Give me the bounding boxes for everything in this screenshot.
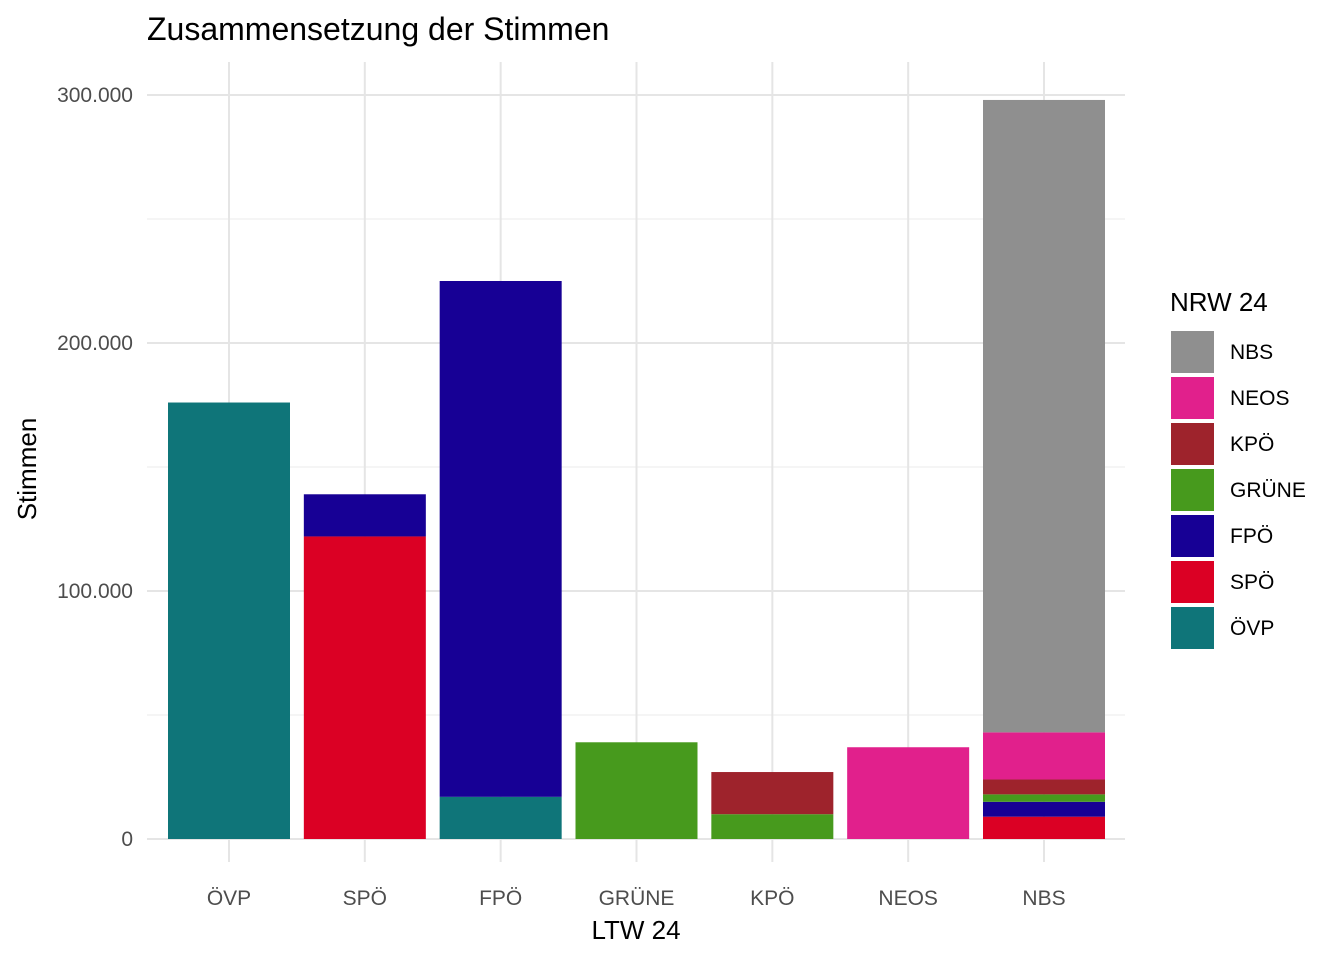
x-tick-label: NBS bbox=[1022, 887, 1065, 910]
bar-segment bbox=[711, 814, 834, 839]
legend-label: ÖVP bbox=[1230, 617, 1274, 640]
legend-label: FPÖ bbox=[1230, 525, 1273, 548]
bar-segment bbox=[847, 747, 970, 839]
x-tick-label: ÖVP bbox=[207, 887, 251, 910]
bar-segment bbox=[168, 402, 290, 839]
bar-segment bbox=[983, 99, 1105, 733]
legend-key bbox=[1171, 423, 1214, 465]
legend: NRW 24 NBS NEOS KPÖ GRÜNE FPÖ SPÖ ÖVP bbox=[1170, 287, 1306, 649]
legend-label: KPÖ bbox=[1230, 433, 1274, 456]
legend-label: GRÜNE bbox=[1230, 479, 1306, 502]
bar-segment bbox=[711, 772, 834, 815]
y-axis-title: Stimmen bbox=[12, 418, 42, 521]
bar-segment bbox=[575, 742, 698, 839]
bar-segment bbox=[303, 536, 426, 839]
chart-title: Zusammensetzung der Stimmen bbox=[147, 11, 609, 47]
x-tick-label: NEOS bbox=[878, 887, 938, 910]
y-tick-labels: 0 100.000 200.000 300.000 bbox=[57, 84, 133, 851]
x-tick-labels: ÖVP SPÖ FPÖ GRÜNE KPÖ NEOS NBS bbox=[207, 887, 1066, 910]
y-tick-label: 300.000 bbox=[57, 84, 133, 107]
x-axis-title: LTW 24 bbox=[591, 915, 680, 945]
legend-label: NBS bbox=[1230, 341, 1273, 364]
bar-segment bbox=[439, 281, 562, 797]
y-tick-label: 200.000 bbox=[57, 332, 133, 355]
legend-key bbox=[1171, 331, 1214, 373]
bar-segment bbox=[983, 794, 1105, 802]
bar-segment bbox=[439, 796, 562, 839]
legend-key bbox=[1171, 377, 1214, 419]
bar-segment bbox=[303, 494, 426, 537]
bars bbox=[168, 99, 1105, 839]
legend-label: NEOS bbox=[1230, 387, 1290, 410]
y-tick-label: 100.000 bbox=[57, 580, 133, 603]
gridlines bbox=[147, 62, 1125, 862]
bar-segment bbox=[983, 816, 1105, 839]
legend-key bbox=[1171, 515, 1214, 557]
legend-key bbox=[1171, 561, 1214, 603]
x-tick-label: FPÖ bbox=[479, 887, 522, 910]
legend-label: SPÖ bbox=[1230, 571, 1274, 594]
x-tick-label: KPÖ bbox=[750, 887, 794, 910]
bar-segment bbox=[983, 801, 1105, 817]
x-tick-label: GRÜNE bbox=[599, 887, 675, 910]
legend-key bbox=[1171, 607, 1214, 649]
legend-key bbox=[1171, 469, 1214, 511]
bar-segment bbox=[983, 779, 1105, 795]
x-tick-label: SPÖ bbox=[343, 887, 387, 910]
bar-segment bbox=[983, 732, 1105, 780]
y-tick-label: 0 bbox=[121, 828, 133, 851]
legend-title: NRW 24 bbox=[1170, 287, 1268, 317]
